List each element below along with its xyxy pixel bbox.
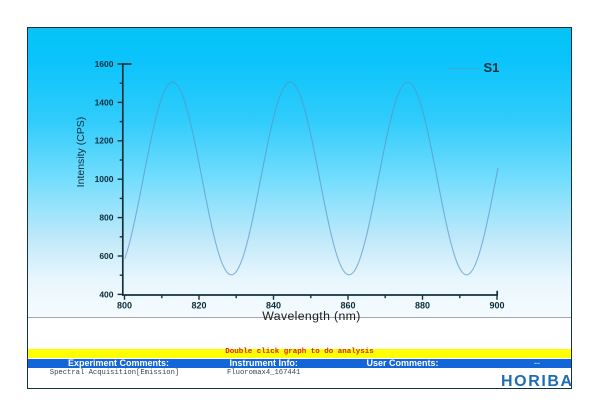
svg-text:400: 400 (99, 289, 113, 299)
svg-text:1600: 1600 (95, 59, 114, 69)
svg-text:840: 840 (266, 300, 281, 310)
svg-text:S1: S1 (484, 60, 500, 75)
svg-text:600: 600 (99, 251, 113, 261)
svg-text:1200: 1200 (95, 136, 114, 146)
svg-text:1000: 1000 (95, 174, 114, 184)
svg-text:880: 880 (415, 300, 430, 310)
svg-text:820: 820 (191, 300, 206, 310)
svg-text:800: 800 (99, 213, 113, 223)
svg-text:800: 800 (117, 300, 132, 310)
svg-text:900: 900 (489, 300, 504, 310)
svg-text:860: 860 (340, 300, 355, 310)
svg-text:1400: 1400 (95, 97, 114, 107)
svg-text:Wavelength (nm): Wavelength (nm) (262, 309, 360, 323)
svg-text:Intensity (CPS): Intensity (CPS) (75, 117, 87, 188)
